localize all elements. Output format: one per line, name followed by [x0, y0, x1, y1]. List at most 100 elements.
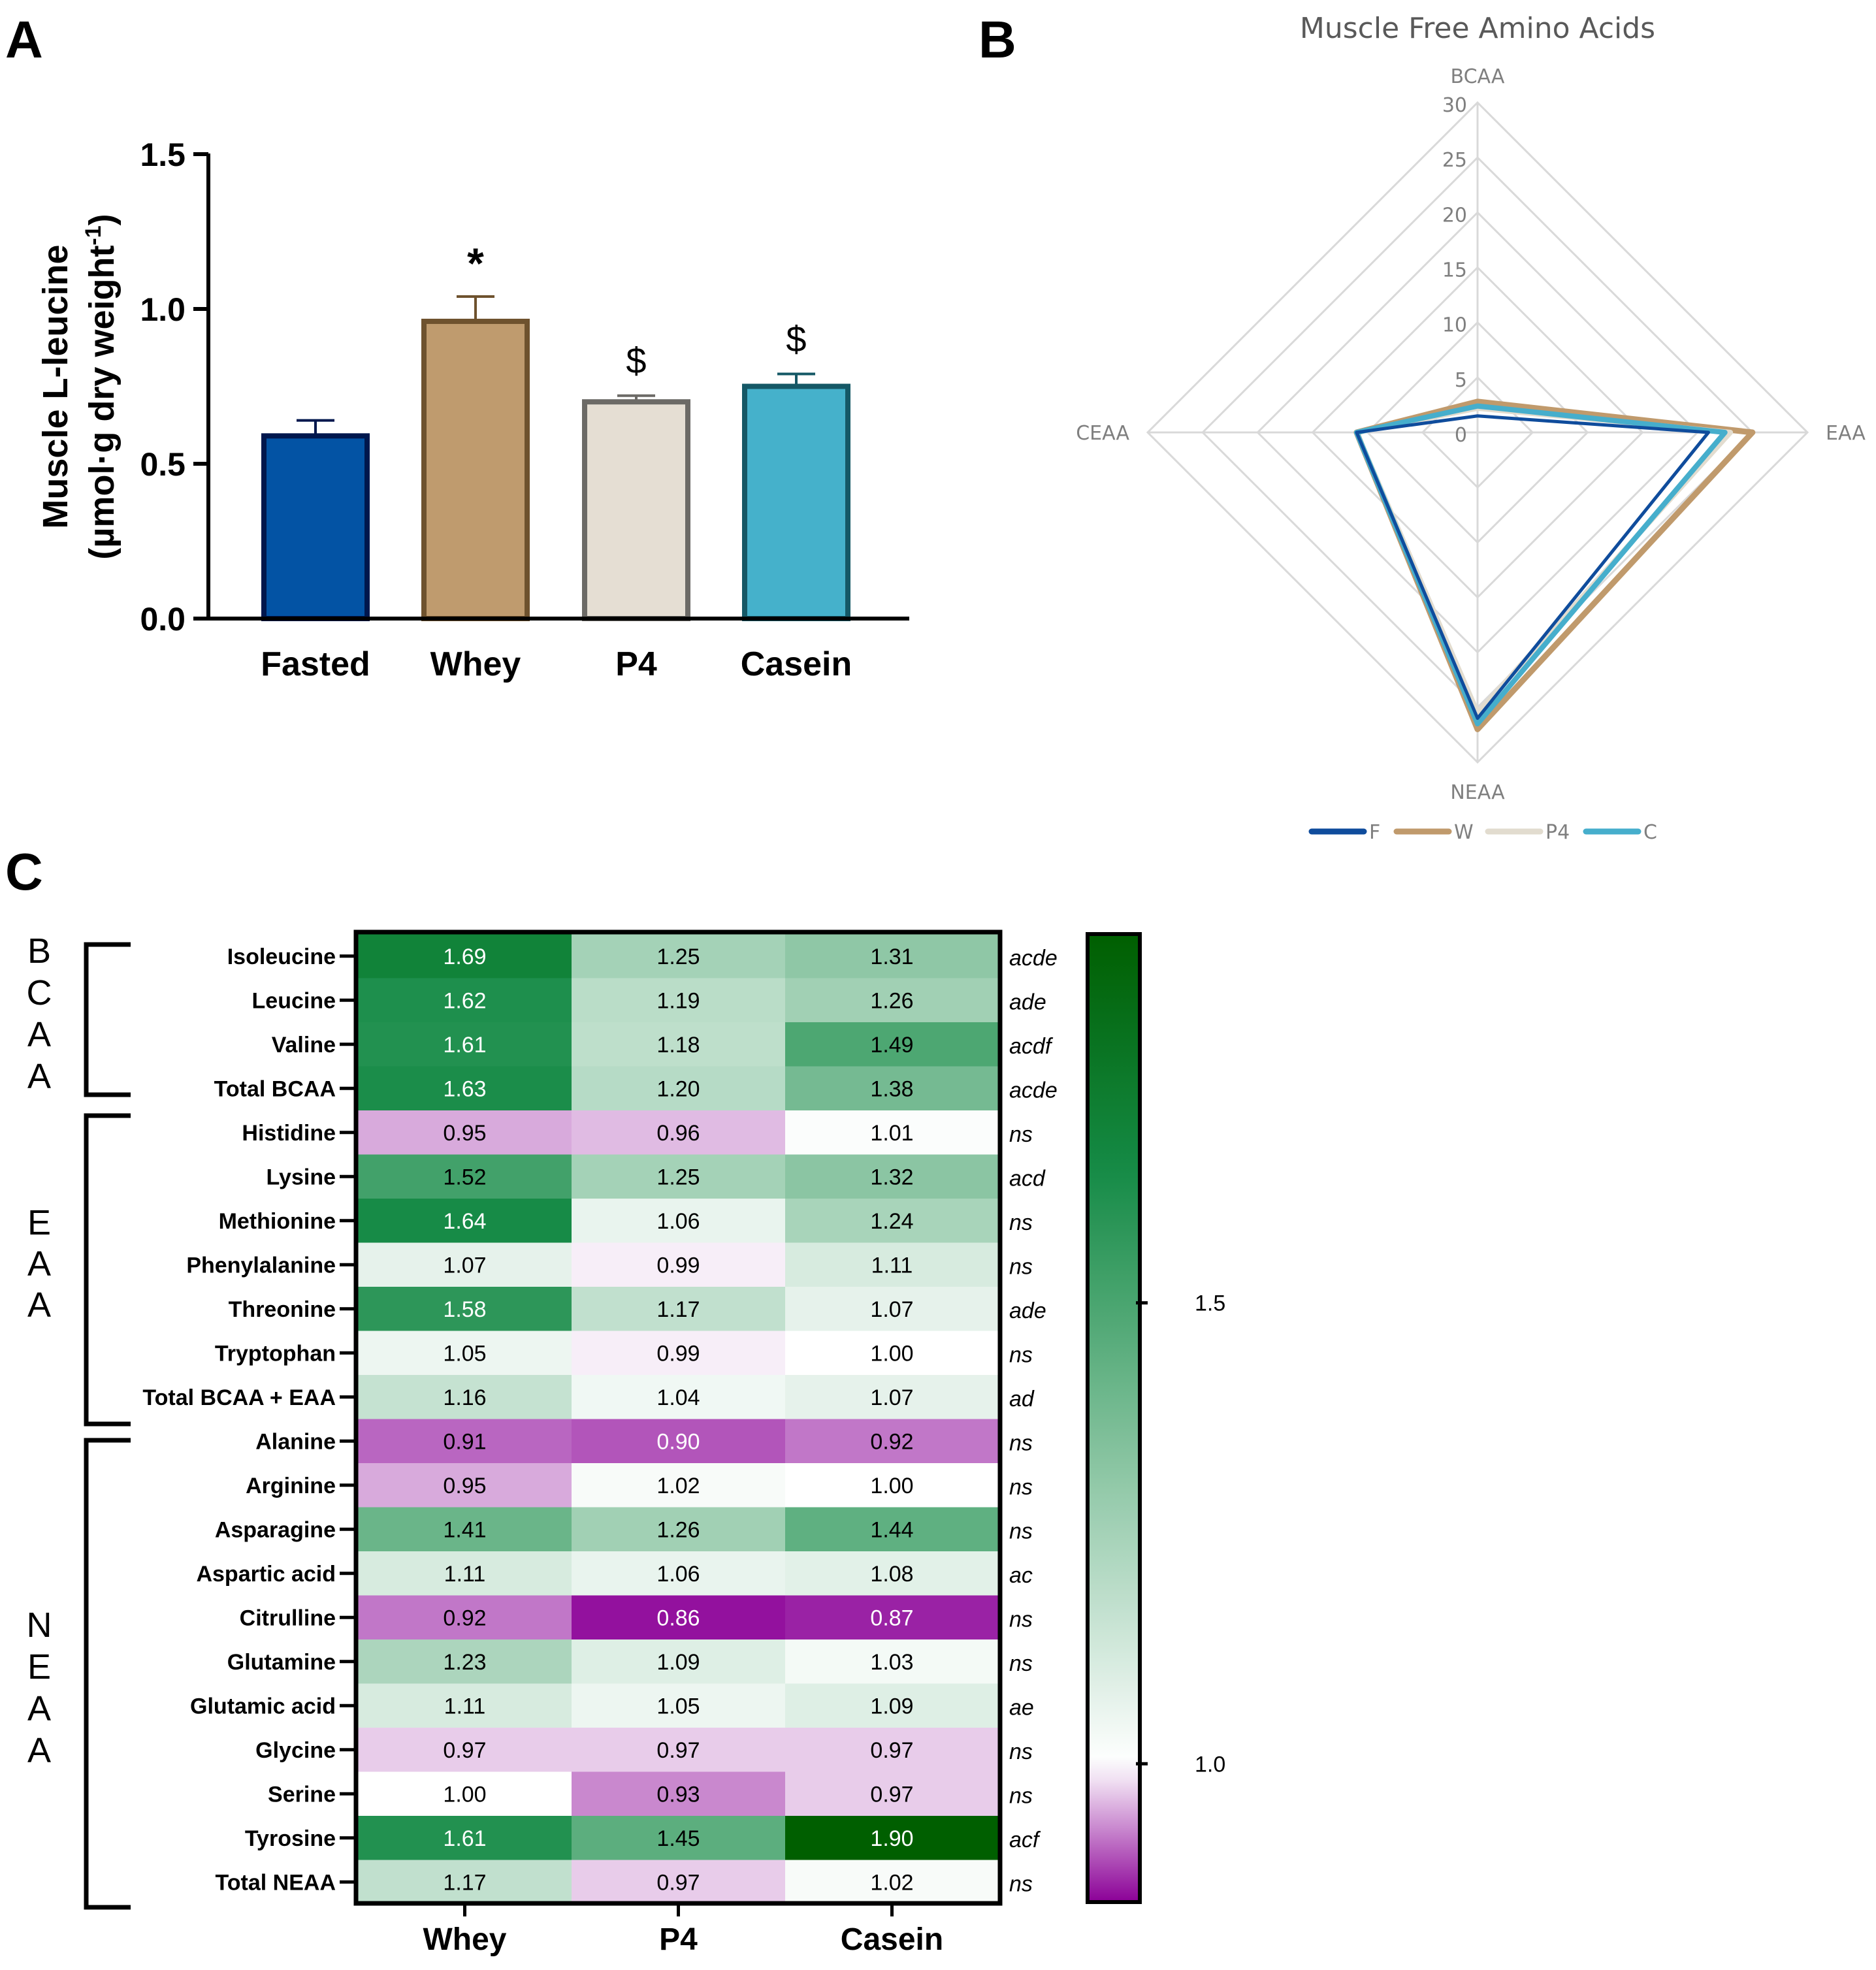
heatmap-cell-value: 0.97: [443, 1738, 486, 1763]
y-tick-label: 0.0: [140, 601, 186, 638]
radar-title: Muscle Free Amino Acids: [1300, 12, 1655, 45]
panel-label-c: C: [5, 843, 43, 901]
heatmap-cell: [572, 1419, 786, 1464]
heatmap-cell: [358, 1551, 572, 1596]
heatmap-cell-value: 0.99: [656, 1253, 700, 1278]
radar-tick-label: 0: [1455, 424, 1467, 447]
heatmap-cell-value: 0.95: [443, 1121, 486, 1146]
y-axis-label-line1: Muscle L-leucine: [36, 244, 75, 528]
heatmap-cell: [785, 1066, 999, 1111]
row-label: Alanine: [255, 1429, 336, 1454]
radar-tick-label: 5: [1455, 369, 1467, 392]
heatmap-cell: [785, 1551, 999, 1596]
group-label-letter: E: [27, 1203, 51, 1242]
row-label: Total NEAA: [216, 1870, 336, 1895]
group-label-letter: A: [27, 1689, 51, 1728]
radar-axis-label-ceaa: CEAA: [1076, 422, 1129, 445]
heatmap-cell: [572, 1022, 786, 1067]
heatmap-cell-value: 1.69: [443, 945, 486, 969]
heatmap-cell-value: 0.97: [656, 1870, 700, 1895]
heatmap-cell: [785, 1463, 999, 1508]
heatmap-cell: [785, 1375, 999, 1420]
significance-marker: *: [467, 239, 484, 287]
row-label: Total BCAA + EAA: [142, 1385, 336, 1410]
heatmap-cell: [358, 1463, 572, 1508]
heatmap-cell-value: 1.07: [870, 1297, 913, 1322]
heatmap-cell: [358, 1022, 572, 1067]
significance-letters: ns: [1009, 1519, 1033, 1543]
group-label-letter: A: [27, 1244, 51, 1284]
significance-letters: ns: [1009, 1783, 1033, 1808]
significance-letters: ns: [1009, 1122, 1033, 1147]
row-label: Histidine: [242, 1121, 336, 1146]
heatmap-cell-value: 1.00: [870, 1341, 913, 1366]
significance-letters: acd: [1009, 1166, 1046, 1191]
heatmap-cell-value: 1.52: [443, 1165, 486, 1189]
heatmap-cell-value: 1.25: [656, 1165, 700, 1189]
heatmap-cell-value: 1.26: [656, 1517, 700, 1542]
bar-chart-panel: Muscle L-leucine (µmol·g dry weight-1) 0…: [36, 137, 909, 683]
column-label: P4: [659, 1922, 698, 1957]
heatmap-cell: [358, 1816, 572, 1861]
heatmap-cell: [358, 978, 572, 1023]
group-label-letter: N: [27, 1606, 52, 1645]
heatmap-cell: [785, 934, 999, 979]
row-label: Tyrosine: [245, 1826, 336, 1851]
heatmap-cell: [785, 1595, 999, 1640]
group-bracket: [84, 942, 131, 1097]
significance-marker: $: [786, 319, 806, 360]
row-label: Tryptophan: [215, 1341, 336, 1366]
heatmap-cell-value: 1.63: [443, 1076, 486, 1101]
heatmap-cell-value: 1.04: [656, 1385, 700, 1410]
heatmap-cell-value: 1.09: [656, 1650, 700, 1675]
row-label: Asparagine: [215, 1517, 336, 1542]
significance-letters: ns: [1009, 1607, 1033, 1632]
heatmap-cell: [785, 1507, 999, 1552]
bar-p4: [582, 399, 690, 621]
heatmap-cell: [785, 1154, 999, 1199]
heatmap-cell-value: 1.24: [870, 1209, 913, 1234]
row-label: Lysine: [267, 1165, 336, 1189]
x-tick-label: Whey: [430, 645, 521, 683]
row-label: Methionine: [219, 1209, 336, 1234]
row-label: Glutamic acid: [190, 1694, 336, 1719]
colorbar: [1086, 932, 1142, 1904]
significance-letters: ade: [1009, 990, 1046, 1014]
heatmap-cell-value: 0.99: [656, 1341, 700, 1366]
significance-letters: acdf: [1009, 1034, 1054, 1059]
heatmap-cell: [572, 1683, 786, 1728]
y-axis-label-exponent: -1: [81, 225, 106, 245]
row-label: Valine: [272, 1033, 336, 1058]
significance-letters: ns: [1009, 1342, 1033, 1367]
significance-letters: ns: [1009, 1651, 1033, 1676]
heatmap-cell-value: 1.62: [443, 988, 486, 1013]
significance-letters: acde: [1009, 946, 1058, 971]
heatmap-cell-value: 0.97: [870, 1782, 913, 1807]
heatmap-cell-value: 1.61: [443, 1033, 486, 1058]
heatmap-cell-value: 1.45: [656, 1826, 700, 1851]
heatmap-cell-value: 1.23: [443, 1650, 486, 1675]
heatmap-cell: [358, 1860, 572, 1905]
group-bracket: [84, 1438, 131, 1910]
group-label-letter: B: [27, 931, 51, 971]
heatmap-cell: [785, 1683, 999, 1728]
heatmap-cell-value: 1.90: [870, 1826, 913, 1851]
significance-letters: acde: [1009, 1078, 1058, 1103]
row-label: Aspartic acid: [196, 1562, 336, 1587]
significance-letters: ns: [1009, 1739, 1033, 1764]
significance-letters: ns: [1009, 1254, 1033, 1279]
radar-chart-panel: Muscle Free Amino Acids 0 5 10 15 20 25 30 BCA…: [1076, 12, 1866, 844]
group-label-letter: A: [27, 1015, 51, 1054]
heatmap-cell-value: 1.18: [656, 1033, 700, 1058]
row-label: Isoleucine: [227, 945, 336, 969]
heatmap-cell-value: 0.92: [870, 1429, 913, 1454]
heatmap-cell-value: 1.00: [443, 1782, 486, 1807]
row-label: Serine: [268, 1782, 336, 1807]
heatmap-cell-value: 1.38: [870, 1076, 913, 1101]
significance-letters: ns: [1009, 1210, 1033, 1235]
heatmap-cell: [785, 1022, 999, 1067]
heatmap-cell: [785, 1639, 999, 1685]
row-label: Threonine: [229, 1297, 336, 1322]
heatmap-cell: [358, 1242, 572, 1287]
